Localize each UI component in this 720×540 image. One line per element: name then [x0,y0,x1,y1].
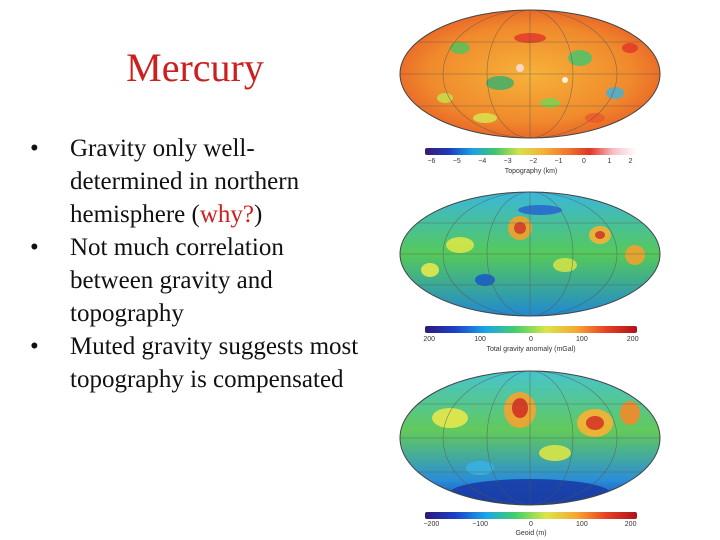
bullet-item: • Gravity only well-determined in norther… [30,132,360,231]
tick-label: 100 [576,336,588,343]
tick-label: −1 [554,158,563,165]
tick-label: 0 [582,158,586,165]
gravity-ticks: 200 100 0 100 200 [423,336,639,346]
geoid-ticks: −200 −100 0 100 200 [423,521,637,531]
tick-label: 200 [423,336,436,343]
tick-label: 200 [624,521,637,528]
gravity-anomaly-map [390,190,670,318]
tick-label: 200 [626,336,639,343]
bullet-dot: • [30,333,39,360]
topography-map [390,8,670,140]
tick-label: 1 [607,158,612,165]
bullet-dot: • [30,135,39,162]
tick-label: −4 [478,158,487,165]
tick-label: −2 [529,158,538,165]
bullet-item: • Muted gravity suggests most topography … [30,330,360,396]
tick-label: 0 [529,521,533,528]
tick-label: 100 [474,336,486,343]
bullet-text: Not much correlation between gravity and… [70,234,284,327]
topography-colorbar [425,148,637,155]
tick-label: 0 [529,336,533,343]
bullet-text: Gravity only well-determined in northern… [70,135,300,228]
bullet-dot: • [30,234,39,261]
tick-label: −3 [503,158,512,165]
bullet-accent-text: why? [199,201,254,228]
tick-label: −100 [472,521,488,528]
tick-label: 2 [628,158,633,165]
geoid-map [390,368,670,508]
slide-title: Mercury [126,45,264,90]
tick-label: −6 [427,158,436,165]
gravity-colorbar [425,326,637,333]
geoid-colorbar [425,512,637,519]
gravity-label: Total gravity anomaly (mGal) [486,346,576,353]
tick-label: 100 [576,521,588,528]
geoid-label: Geoid (m) [515,530,547,537]
topography-ticks: −6 −5 −4 −3 −2 −1 0 1 2 [425,158,637,168]
tick-label: −200 [423,521,440,528]
bullet-item: • Not much correlation between gravity an… [30,231,360,330]
bullet-text: Muted gravity suggests most topography i… [70,333,359,393]
bullet-text-end: ) [253,201,263,228]
topography-label: Topography (km) [504,168,558,175]
bullet-list: • Gravity only well-determined in norther… [30,132,360,396]
tick-label: −5 [452,158,461,165]
